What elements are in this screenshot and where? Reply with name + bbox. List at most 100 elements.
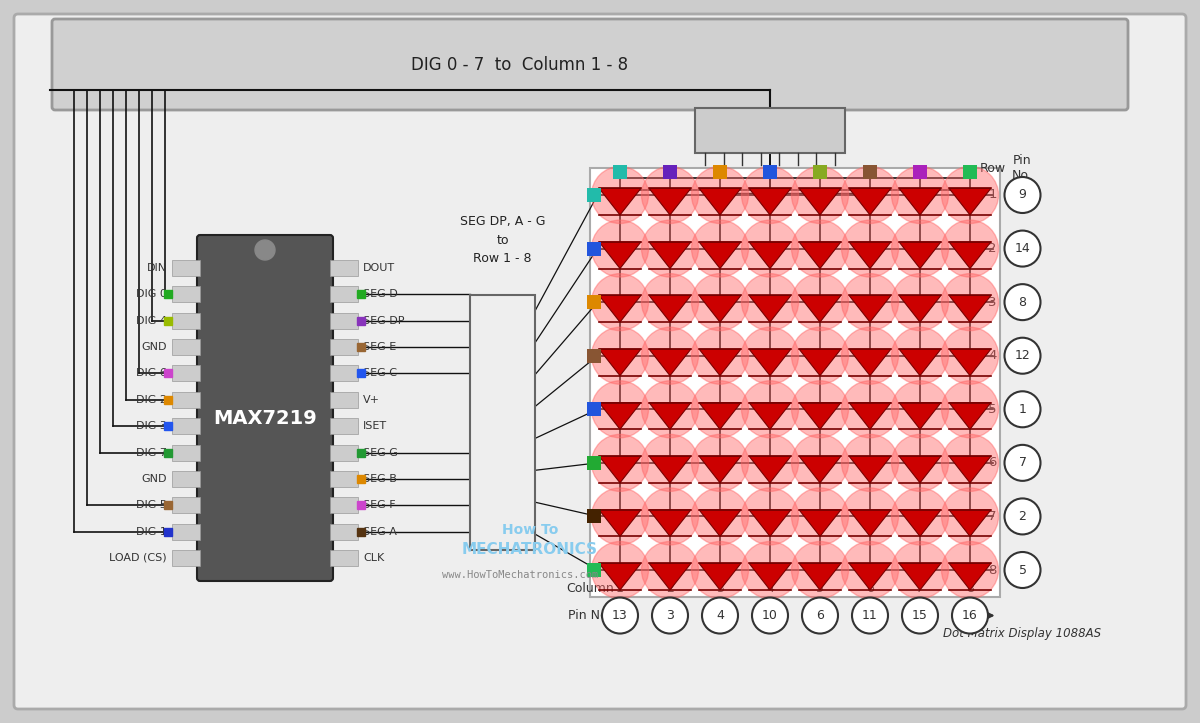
- Circle shape: [1004, 284, 1040, 320]
- Text: 6: 6: [866, 582, 874, 595]
- Bar: [587, 402, 601, 416]
- Bar: [172, 497, 200, 513]
- Polygon shape: [649, 296, 691, 322]
- Text: 8: 8: [1019, 296, 1026, 309]
- Circle shape: [691, 435, 749, 492]
- Bar: [587, 348, 601, 363]
- Polygon shape: [649, 189, 691, 215]
- Circle shape: [642, 488, 698, 545]
- Text: Pin No.: Pin No.: [569, 609, 612, 622]
- Text: V+: V+: [364, 395, 380, 405]
- Polygon shape: [749, 349, 791, 376]
- Text: www.HowToMechatronics.com: www.HowToMechatronics.com: [442, 570, 598, 580]
- Text: MAX7219: MAX7219: [214, 408, 317, 427]
- Polygon shape: [649, 456, 691, 483]
- Polygon shape: [700, 510, 740, 536]
- Text: 16: 16: [962, 609, 978, 622]
- Polygon shape: [599, 349, 641, 376]
- Polygon shape: [850, 189, 890, 215]
- Text: 13: 13: [612, 609, 628, 622]
- Text: 3: 3: [716, 582, 724, 595]
- Text: SEG C: SEG C: [364, 369, 397, 378]
- Circle shape: [592, 542, 648, 599]
- Polygon shape: [899, 189, 941, 215]
- Text: 5: 5: [989, 403, 997, 416]
- Text: DIG 2: DIG 2: [136, 395, 167, 405]
- Text: 11: 11: [862, 609, 878, 622]
- Circle shape: [892, 166, 948, 223]
- Text: 1: 1: [989, 189, 997, 202]
- Circle shape: [652, 597, 688, 633]
- Circle shape: [942, 488, 998, 545]
- Polygon shape: [949, 349, 991, 376]
- Circle shape: [892, 273, 948, 330]
- Bar: [172, 339, 200, 355]
- Circle shape: [942, 328, 998, 384]
- Bar: [172, 365, 200, 382]
- Text: MECHATRONICS: MECHATRONICS: [462, 542, 598, 557]
- Text: 7: 7: [1019, 456, 1026, 469]
- Text: 6: 6: [816, 609, 824, 622]
- Circle shape: [642, 220, 698, 277]
- Circle shape: [691, 542, 749, 599]
- Text: SEG G: SEG G: [364, 448, 398, 458]
- Bar: [814, 165, 827, 179]
- Polygon shape: [599, 242, 641, 268]
- Bar: [330, 471, 358, 487]
- Text: 7: 7: [989, 510, 997, 523]
- Polygon shape: [850, 563, 890, 590]
- Polygon shape: [700, 296, 740, 322]
- Bar: [587, 188, 601, 202]
- Text: 2: 2: [1019, 510, 1026, 523]
- Text: 10: 10: [762, 609, 778, 622]
- Text: 2: 2: [989, 242, 997, 255]
- Circle shape: [742, 328, 798, 384]
- Bar: [172, 313, 200, 329]
- Text: 4: 4: [766, 582, 774, 595]
- Circle shape: [952, 597, 988, 633]
- Polygon shape: [850, 403, 890, 429]
- Polygon shape: [700, 349, 740, 376]
- Polygon shape: [949, 563, 991, 590]
- Circle shape: [841, 542, 899, 599]
- Circle shape: [841, 273, 899, 330]
- Text: DIG 7: DIG 7: [136, 448, 167, 458]
- Polygon shape: [899, 349, 941, 376]
- Polygon shape: [649, 403, 691, 429]
- Circle shape: [841, 328, 899, 384]
- Bar: [172, 523, 200, 539]
- Polygon shape: [850, 456, 890, 483]
- Bar: [713, 165, 727, 179]
- Circle shape: [742, 488, 798, 545]
- Bar: [662, 165, 677, 179]
- Polygon shape: [799, 189, 841, 215]
- Text: 9: 9: [1019, 189, 1026, 202]
- Circle shape: [792, 273, 848, 330]
- Circle shape: [642, 542, 698, 599]
- Text: 7: 7: [916, 582, 924, 595]
- Polygon shape: [799, 510, 841, 536]
- Circle shape: [1004, 231, 1040, 267]
- Circle shape: [841, 488, 899, 545]
- Circle shape: [592, 381, 648, 438]
- Polygon shape: [899, 563, 941, 590]
- Text: 1: 1: [1019, 403, 1026, 416]
- Circle shape: [852, 597, 888, 633]
- Polygon shape: [749, 242, 791, 268]
- Circle shape: [942, 435, 998, 492]
- Circle shape: [592, 166, 648, 223]
- Polygon shape: [599, 189, 641, 215]
- Polygon shape: [949, 510, 991, 536]
- Polygon shape: [649, 510, 691, 536]
- Text: DIG 1: DIG 1: [136, 526, 167, 536]
- Circle shape: [1004, 391, 1040, 427]
- Circle shape: [892, 220, 948, 277]
- Text: 4: 4: [716, 609, 724, 622]
- Text: LOAD (CS): LOAD (CS): [109, 553, 167, 563]
- Bar: [587, 241, 601, 255]
- Polygon shape: [700, 403, 740, 429]
- Bar: [330, 550, 358, 566]
- Polygon shape: [949, 296, 991, 322]
- Circle shape: [792, 488, 848, 545]
- Text: Pin
No.: Pin No.: [1012, 154, 1033, 182]
